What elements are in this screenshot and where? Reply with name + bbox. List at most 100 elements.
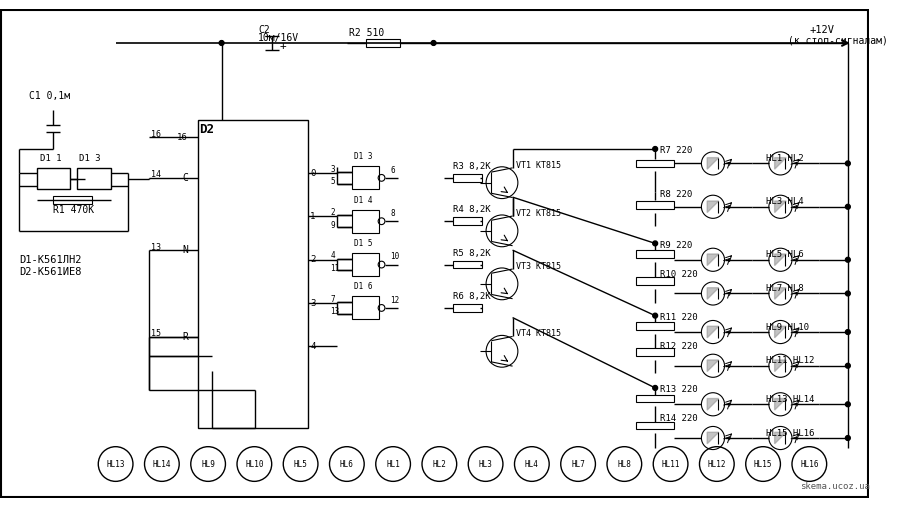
- Text: +: +: [280, 41, 286, 51]
- Text: HL3 HL4: HL3 HL4: [766, 197, 804, 206]
- Text: HL9: HL9: [201, 459, 215, 468]
- Text: 13: 13: [330, 307, 340, 316]
- Text: R3 8,2К: R3 8,2К: [453, 162, 491, 171]
- Text: R5 8,2К: R5 8,2К: [453, 248, 491, 258]
- Text: R6 8,2К: R6 8,2К: [453, 292, 491, 301]
- Text: VT4 КТ815: VT4 КТ815: [517, 330, 561, 339]
- Circle shape: [653, 385, 658, 390]
- Text: D1 5: D1 5: [354, 239, 373, 248]
- Polygon shape: [775, 326, 787, 338]
- Polygon shape: [775, 201, 787, 212]
- Text: C2: C2: [258, 25, 270, 35]
- Text: 1: 1: [310, 212, 316, 221]
- Polygon shape: [775, 158, 787, 169]
- Text: HL5: HL5: [294, 459, 308, 468]
- Circle shape: [845, 330, 851, 335]
- Bar: [636, 322, 675, 330]
- Bar: [352, 210, 379, 233]
- Bar: [453, 174, 482, 182]
- Text: R4 8,2К: R4 8,2К: [453, 205, 491, 214]
- Text: HL13: HL13: [106, 459, 124, 468]
- Text: 11: 11: [330, 264, 340, 273]
- Text: HL2: HL2: [432, 459, 446, 468]
- Text: 7: 7: [330, 295, 336, 304]
- Text: 13: 13: [152, 243, 161, 252]
- Text: 16: 16: [177, 133, 188, 142]
- Text: R9 220: R9 220: [660, 241, 692, 250]
- Text: HL5 HL6: HL5 HL6: [766, 250, 804, 260]
- Text: HL11 HL12: HL11 HL12: [766, 356, 815, 366]
- Circle shape: [653, 147, 658, 152]
- Text: HL15 HL16: HL15 HL16: [766, 429, 815, 438]
- Text: 14: 14: [152, 170, 161, 179]
- Text: 10м/16V: 10м/16V: [258, 33, 299, 43]
- Text: VT2 КТ815: VT2 КТ815: [517, 209, 561, 218]
- Polygon shape: [707, 201, 719, 212]
- Text: 12: 12: [391, 296, 400, 305]
- Circle shape: [653, 313, 658, 318]
- Text: HL9 HL10: HL9 HL10: [766, 323, 809, 332]
- Text: HL4: HL4: [525, 459, 538, 468]
- Polygon shape: [707, 326, 719, 338]
- Text: N: N: [182, 245, 188, 255]
- Polygon shape: [707, 158, 719, 169]
- Polygon shape: [707, 432, 719, 444]
- Polygon shape: [707, 254, 719, 266]
- Text: HL6: HL6: [340, 459, 354, 468]
- Text: D1 1: D1 1: [41, 154, 62, 163]
- Text: R11 220: R11 220: [660, 313, 697, 322]
- Text: D2-К561ИЕ8: D2-К561ИЕ8: [19, 267, 82, 277]
- Text: HL11: HL11: [661, 459, 680, 468]
- Circle shape: [845, 291, 851, 296]
- Circle shape: [653, 241, 658, 246]
- Text: HL10: HL10: [245, 459, 263, 468]
- Text: HL1 HL2: HL1 HL2: [766, 154, 804, 163]
- Text: 6: 6: [391, 166, 395, 174]
- Polygon shape: [707, 287, 719, 299]
- Text: D1 3: D1 3: [79, 154, 100, 163]
- Text: 2: 2: [310, 255, 316, 264]
- Text: skema.ucoz.ua: skema.ucoz.ua: [800, 482, 870, 491]
- Text: R: R: [182, 332, 188, 342]
- Bar: [352, 297, 379, 319]
- Bar: [636, 201, 675, 209]
- Text: R13 220: R13 220: [660, 385, 697, 394]
- Text: VT3 КТ815: VT3 КТ815: [517, 262, 561, 271]
- Text: HL3: HL3: [479, 459, 492, 468]
- Circle shape: [845, 436, 851, 441]
- Text: 3: 3: [330, 165, 336, 174]
- Bar: [53, 196, 91, 204]
- Polygon shape: [707, 360, 719, 372]
- Circle shape: [845, 402, 851, 407]
- Bar: [453, 261, 482, 268]
- Circle shape: [219, 41, 224, 46]
- Text: HL13 HL14: HL13 HL14: [766, 395, 815, 404]
- Text: HL16: HL16: [800, 459, 819, 468]
- Text: HL1: HL1: [386, 459, 400, 468]
- Bar: [352, 253, 379, 276]
- Text: R1 470K: R1 470K: [53, 205, 94, 214]
- Bar: [77, 168, 111, 190]
- Bar: [636, 422, 675, 429]
- Text: HL8: HL8: [617, 459, 631, 468]
- Text: D1 4: D1 4: [354, 196, 373, 204]
- Text: 8: 8: [391, 209, 395, 218]
- Text: C: C: [182, 173, 188, 183]
- Bar: [636, 348, 675, 356]
- Text: R2 510: R2 510: [349, 28, 384, 39]
- Polygon shape: [775, 360, 787, 372]
- Text: 2: 2: [330, 208, 336, 217]
- Text: HL15: HL15: [754, 459, 772, 468]
- Polygon shape: [775, 287, 787, 299]
- Circle shape: [845, 364, 851, 368]
- Text: 0: 0: [310, 168, 316, 177]
- Polygon shape: [775, 432, 787, 444]
- Text: R14 220: R14 220: [660, 414, 697, 423]
- Circle shape: [431, 41, 436, 46]
- Text: D1 6: D1 6: [354, 282, 373, 291]
- Bar: [366, 39, 400, 47]
- Text: D1-К561ЛН2: D1-К561ЛН2: [19, 255, 82, 265]
- Text: HL14: HL14: [152, 459, 171, 468]
- Polygon shape: [707, 399, 719, 410]
- Circle shape: [845, 258, 851, 262]
